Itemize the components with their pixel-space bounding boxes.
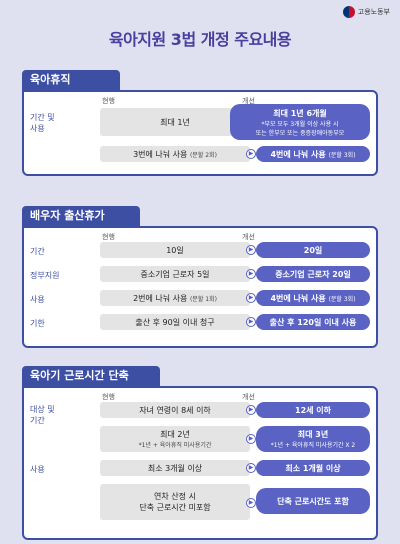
section-body: 현행 개선 기간 및 사용 최대 1년 ▶ 최대 1년 6개월 *부모 모두 3… [22,90,378,176]
new-value: 20일 [256,242,370,258]
page-title: 육아지원 3법 개정 주요내용 [108,30,292,49]
section-title: 육아휴직 [22,70,120,90]
new-value: 최대 3년 *1년 + 육아휴직 미사용기간 X 2 [256,426,370,452]
arrow-icon: ▶ [246,405,256,415]
section-body: 현행 개선 대상 및 기간 자녀 연령이 8세 이하 ▶ 12세 이하 최대 2… [22,386,378,540]
current-value: 3번에 나눠 사용 (분할 2회) [100,146,250,162]
current-value: 최소 3개월 이상 [100,460,250,476]
current-note: *1년 + 육아휴직 미사용기간 [138,442,212,449]
arrow-icon: ▶ [246,434,256,444]
new-text: 출산 후 120일 이내 사용 [269,317,357,327]
current-text: 3번에 나눠 사용 [133,149,188,159]
section-spouse-leave: 배우자 출산휴가 현행 개선 기간 10일 ▶ 20일 정부지원 중소기업 근로… [22,206,378,348]
row-label: 기간 [30,247,45,256]
current-text: 최대 2년 [160,430,190,439]
new-value: 최소 1개월 이상 [256,460,370,476]
current-value: 최대 2년 *1년 + 육아휴직 미사용기간 [100,426,250,452]
new-value: 단축 근로시간도 포함 [256,488,370,514]
arrow-icon: ▶ [246,149,256,159]
new-value: 최대 1년 6개월 *부모 모두 3개월 이상 사용 시 또는 한부모 또는 중… [230,104,370,140]
col-improved: 개선 [242,97,255,105]
new-value: 4번에 나눠 사용 (분할 3회) [256,146,370,162]
current-text: 2번에 나눠 사용 [133,293,188,303]
col-current: 현행 [102,97,115,105]
col-improved: 개선 [242,233,255,241]
current-text: 출산 후 90일 이내 청구 [135,317,215,327]
new-text: 12세 이하 [295,405,331,415]
current-value: 10일 [100,242,250,258]
ministry-emblem-icon [342,6,355,18]
col-current: 현행 [102,393,115,401]
new-text: 중소기업 근로자 20일 [275,269,351,279]
row-label: 기간 및 사용 [30,113,55,133]
new-note: *부모 모두 3개월 이상 사용 시 또는 한부모 또는 중증장애아동부모 [255,120,345,137]
current-value: 자녀 연령이 8세 이하 [100,402,250,418]
current-note: (분할 1회) [189,295,217,303]
arrow-icon: ▶ [246,245,256,255]
new-note: (분할 3회) [328,151,356,159]
new-text: 최대 3년 [297,430,329,439]
section-title: 배우자 출산휴가 [22,206,140,226]
arrow-icon: ▶ [246,293,256,303]
arrow-icon: ▶ [246,269,256,279]
current-text: 자녀 연령이 8세 이하 [139,405,211,415]
new-text: 최대 1년 6개월 [273,108,327,118]
new-note: (분할 3회) [328,295,356,303]
current-text: 10일 [166,245,184,255]
arrow-icon: ▶ [246,317,256,327]
current-text: 최대 1년 [160,117,190,127]
row-label: 정부지원 [30,271,60,280]
current-value: 연차 산정 시 단축 근로시간 미포함 [100,484,250,520]
row-label: 사용 [30,295,45,304]
section-title: 육아기 근로시간 단축 [22,366,160,386]
current-text: 중소기업 근로자 5일 [140,269,210,279]
new-text: 4번에 나눠 사용 [270,149,326,159]
section-parental-leave: 육아휴직 현행 개선 기간 및 사용 최대 1년 ▶ 최대 1년 6개월 *부모… [22,70,378,176]
arrow-icon: ▶ [246,498,256,508]
current-value: 2번에 나눠 사용 (분할 1회) [100,290,250,306]
current-text: 최소 3개월 이상 [147,463,203,473]
col-current: 현행 [102,233,115,241]
new-text: 4번에 나눠 사용 [270,293,326,303]
row-label: 기한 [30,319,45,328]
new-text: 최소 1개월 이상 [285,463,341,473]
new-text: 20일 [303,245,323,255]
current-value: 출산 후 90일 이내 청구 [100,314,250,330]
current-text: 연차 산정 시 단축 근로시간 미포함 [139,492,211,512]
arrow-icon: ▶ [246,463,256,473]
row-label: 대상 및 기간 [30,405,55,425]
new-value: 4번에 나눠 사용 (분할 3회) [256,290,370,306]
new-value: 12세 이하 [256,402,370,418]
col-improved: 개선 [242,393,255,401]
new-note: *1년 + 육아휴직 미사용기간 X 2 [270,442,356,449]
new-value: 중소기업 근로자 20일 [256,266,370,282]
row-label: 사용 [30,465,45,474]
new-text: 단축 근로시간도 포함 [277,496,349,506]
current-value: 최대 1년 [100,108,250,136]
section-reduced-hours: 육아기 근로시간 단축 현행 개선 대상 및 기간 자녀 연령이 8세 이하 ▶… [22,366,378,540]
section-body: 현행 개선 기간 10일 ▶ 20일 정부지원 중소기업 근로자 5일 ▶ 중소… [22,226,378,348]
new-value: 출산 후 120일 이내 사용 [256,314,370,330]
ministry-logo: 고용노동부 [342,6,390,18]
current-note: (분할 2회) [189,151,217,159]
ministry-name: 고용노동부 [357,8,390,16]
current-value: 중소기업 근로자 5일 [100,266,250,282]
